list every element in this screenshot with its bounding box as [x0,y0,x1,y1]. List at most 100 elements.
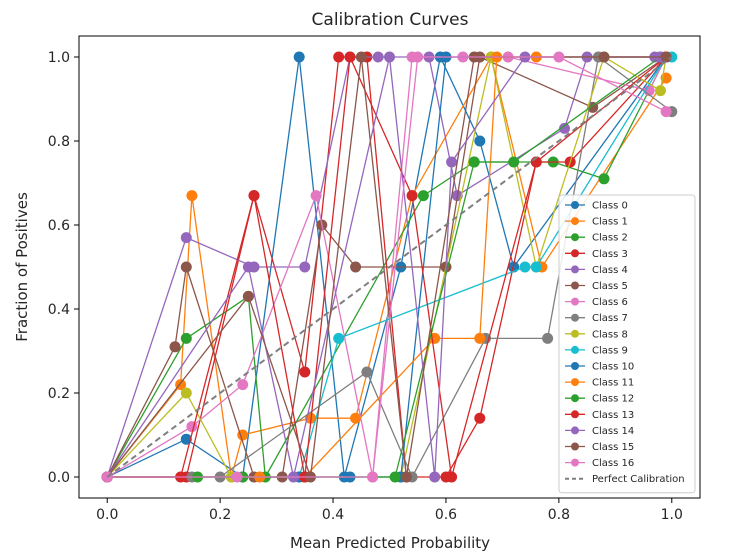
series-line [107,56,667,478]
legend-marker [571,313,579,322]
legend-label: Class 16 [592,458,634,469]
legend-entry: Class 16 [565,458,634,469]
y-tick-label: 0.8 [48,134,70,150]
legend-marker [571,233,579,242]
legend-entry: Perfect Calibration [565,474,685,485]
data-point [468,156,480,168]
data-point [660,51,672,63]
data-point [553,51,565,63]
y-tick-label: 0.2 [48,386,70,402]
legend-entry: Class 11 [565,378,634,389]
data-point [598,51,610,63]
legend-entry: Class 4 [565,265,628,276]
legend-marker [571,281,579,290]
data-point [519,261,531,273]
legend-marker [571,394,579,403]
legend-marker [571,345,579,354]
legend-label: Perfect Calibration [592,474,685,485]
y-tick-label: 0.4 [48,302,70,318]
plot-frame [78,35,701,499]
data-point [186,190,198,202]
data-point [474,332,486,344]
data-point [530,261,542,273]
y-tick-label: 0.0 [48,470,70,486]
data-point [508,156,520,168]
legend-label: Class 2 [592,233,628,244]
legend-marker [571,378,579,387]
x-tick-label: 0.6 [435,507,457,523]
data-point [429,471,441,483]
series-line [106,56,661,478]
data-point [180,232,192,244]
y-axis-label: Fraction of Positives [13,192,31,342]
legend-entry: Class 2 [565,233,628,244]
data-point [361,366,373,378]
data-point [559,122,570,134]
x-tick-label: 0.4 [322,507,344,523]
series-line [106,56,667,478]
legend-label: Class 14 [592,426,634,437]
data-point [598,173,610,185]
legend-marker [571,458,579,467]
data-point [474,412,486,424]
series-line [106,54,667,479]
data-point [367,471,379,483]
legend-label: Class 13 [592,410,634,421]
data-point [186,421,198,433]
data-point [310,190,322,202]
data-point [180,387,192,399]
chart-title: Calibration Curves [312,10,469,30]
legend-label: Class 1 [592,217,628,228]
legend-marker [571,426,579,435]
legend-label: Class 7 [592,313,628,324]
x-tick-label: 1.0 [661,507,683,523]
data-point [400,471,412,483]
data-point [333,51,345,63]
series-class-16 [101,51,672,483]
legend-entry: Class 0 [565,201,628,212]
legend-entry: Class 10 [565,362,634,373]
data-point [446,471,458,483]
legend-box [558,194,696,494]
data-point [231,471,243,483]
data-point [344,51,356,63]
legend-label: Class 0 [592,201,628,212]
legend-entry: Class 7 [565,313,628,324]
x-axis-label: Mean Predicted Probability [290,534,490,552]
legend-label: Class 8 [592,329,628,340]
legend-marker [571,297,579,306]
legend-entry: Class 3 [565,249,628,260]
legend: Class 0 Class 1 Class 2 Class 3 Class 4 Class… [558,194,696,494]
legend-entry: Class 12 [565,394,634,405]
data-point [242,290,254,302]
legend-marker [571,265,579,274]
data-point [355,51,367,63]
x-tick-label: 0.0 [96,507,118,523]
data-point [299,261,311,273]
data-point [248,190,260,202]
legend-marker [571,249,579,258]
data-point [542,332,554,344]
legend-label: Class 4 [592,265,628,276]
legend-label: Class 10 [592,362,634,373]
data-point [237,379,249,391]
legend-label: Class 9 [592,345,628,356]
data-point [350,412,362,424]
legend-label: Class 12 [592,394,634,405]
data-point [180,433,192,445]
perfect-calibration-line [106,56,673,478]
legend-entry: Class 1 [565,217,628,228]
legend-marker [571,410,579,419]
legend-label: Class 15 [592,442,634,453]
legend-marker [571,362,579,370]
legend-label: Class 3 [592,249,628,260]
legend-marker [571,442,579,451]
legend-entry: Class 6 [565,297,628,308]
data-point [412,51,424,63]
legend-label: Class 11 [592,378,634,389]
data-point [372,51,384,63]
data-point [293,51,305,63]
data-point [180,332,192,344]
legend-marker [571,217,579,226]
